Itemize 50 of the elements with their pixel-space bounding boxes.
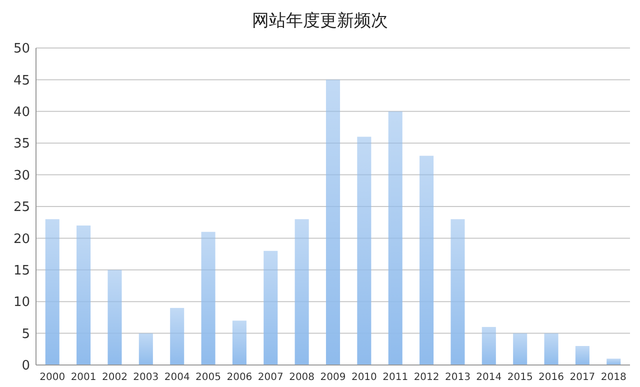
x-tick-label: 2011 — [382, 372, 408, 383]
bar — [45, 219, 60, 365]
x-tick-label: 2000 — [40, 372, 66, 383]
x-tick-label: 2015 — [507, 372, 533, 383]
x-tick-label: 2002 — [102, 372, 128, 383]
bar — [357, 136, 372, 365]
y-tick-label: 50 — [13, 42, 30, 57]
x-tick-label: 2009 — [320, 372, 346, 383]
x-tick-label: 2004 — [164, 372, 190, 383]
bar — [264, 250, 278, 365]
chart-title: 网站年度更新频次 — [252, 11, 388, 31]
y-tick-label: 20 — [13, 232, 30, 247]
x-tick-label: 2016 — [538, 372, 564, 383]
y-tick-label: 35 — [13, 136, 30, 152]
bar — [326, 80, 340, 365]
y-tick-label: 25 — [13, 200, 30, 216]
bar — [575, 346, 590, 365]
y-tick-label: 40 — [13, 104, 30, 120]
bar — [420, 156, 434, 365]
bar — [450, 219, 465, 365]
x-tick-label: 2007 — [258, 372, 284, 383]
x-tick-label: 2010 — [351, 372, 377, 383]
y-tick-label: 5 — [22, 326, 30, 342]
x-tick-label: 2008 — [289, 372, 315, 383]
bar — [108, 270, 122, 365]
x-tick-label: 2005 — [196, 372, 221, 383]
bar — [170, 308, 184, 365]
bar — [294, 219, 309, 365]
x-tick-label: 2006 — [226, 372, 252, 383]
x-tick-label: 2003 — [133, 372, 159, 383]
bar — [513, 333, 528, 365]
bar — [482, 326, 496, 365]
bar — [606, 358, 621, 365]
y-tick-label: 45 — [13, 73, 30, 88]
y-tick-label: 30 — [13, 168, 30, 184]
y-tick-label: 0 — [22, 358, 30, 374]
bar — [138, 333, 153, 365]
bar — [201, 232, 216, 365]
x-tick-label: 2018 — [600, 372, 626, 383]
y-tick-label: 15 — [13, 263, 30, 278]
x-tick-label: 2017 — [570, 372, 596, 383]
x-tick-label: 2014 — [476, 372, 502, 383]
x-tick-label: 2001 — [70, 372, 96, 383]
y-tick-label: 10 — [13, 295, 30, 310]
x-tick-label: 2012 — [414, 372, 440, 383]
x-tick-label: 2013 — [445, 372, 470, 383]
bar — [76, 226, 91, 365]
bar — [232, 320, 246, 365]
bar — [544, 333, 558, 365]
bar — [388, 111, 402, 365]
